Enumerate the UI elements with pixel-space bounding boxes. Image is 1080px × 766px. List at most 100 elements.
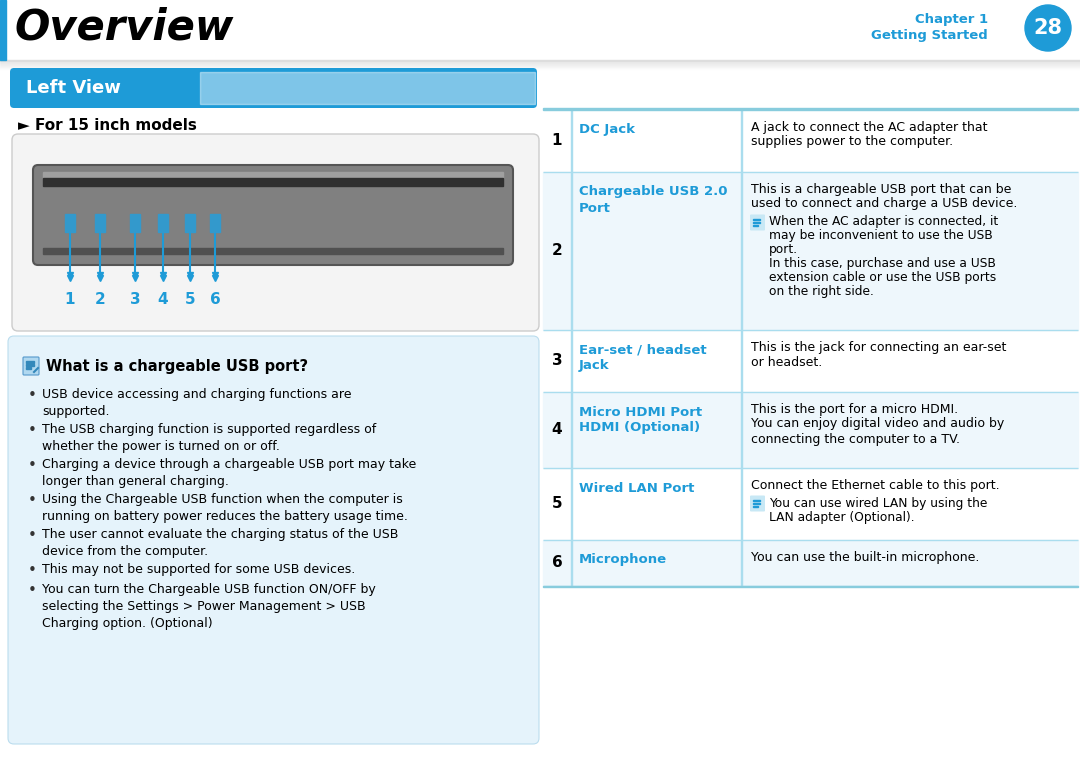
Text: Microphone: Microphone	[579, 554, 667, 567]
Text: HDMI (Optional): HDMI (Optional)	[579, 421, 700, 434]
Text: This is the jack for connecting an ear-set: This is the jack for connecting an ear-s…	[751, 341, 1007, 353]
Text: •: •	[28, 423, 37, 438]
Bar	[543, 585, 1078, 587]
Text: •: •	[28, 563, 37, 578]
FancyBboxPatch shape	[10, 68, 537, 108]
Bar	[210, 214, 220, 232]
Text: Chapter 1: Chapter 1	[915, 14, 988, 27]
FancyBboxPatch shape	[750, 214, 765, 231]
Text: A jack to connect the AC adapter that: A jack to connect the AC adapter that	[751, 120, 987, 133]
Text: •: •	[28, 458, 37, 473]
Bar	[200, 72, 535, 104]
Bar	[0, 60, 1080, 61]
Bar	[0, 0, 6, 60]
Text: Ear-set / headset: Ear-set / headset	[579, 343, 706, 356]
Text: 1: 1	[552, 133, 563, 148]
Text: •: •	[28, 388, 37, 403]
Text: 2: 2	[552, 243, 563, 258]
Text: connecting the computer to a TV.: connecting the computer to a TV.	[751, 433, 960, 446]
Text: Chargeable USB 2.0: Chargeable USB 2.0	[579, 185, 728, 198]
Bar	[753, 499, 760, 501]
Bar	[753, 224, 758, 226]
Bar	[543, 539, 1078, 585]
Bar	[0, 65, 1080, 66]
Text: LAN adapter (Optional).: LAN adapter (Optional).	[769, 510, 915, 523]
Text: •: •	[28, 583, 37, 598]
Bar	[0, 67, 1080, 68]
Text: 3: 3	[130, 292, 140, 307]
Circle shape	[1025, 5, 1071, 51]
Bar	[130, 214, 140, 232]
Bar	[543, 391, 1078, 392]
Text: This is the port for a micro HDMI.: This is the port for a micro HDMI.	[751, 402, 958, 415]
Text: may be inconvenient to use the USB: may be inconvenient to use the USB	[769, 230, 993, 243]
Bar	[0, 63, 1080, 64]
Bar	[543, 539, 1078, 540]
Text: •: •	[28, 493, 37, 508]
Text: Left View: Left View	[26, 79, 121, 97]
Bar	[0, 62, 1080, 63]
Bar	[543, 585, 1078, 586]
Bar	[543, 391, 1078, 467]
Text: Jack: Jack	[579, 359, 609, 372]
Bar	[95, 214, 105, 232]
Bar	[185, 214, 195, 232]
FancyBboxPatch shape	[750, 496, 765, 512]
Text: The user cannot evaluate the charging status of the USB
device from the computer: The user cannot evaluate the charging st…	[42, 528, 399, 558]
Text: ► For 15 inch models: ► For 15 inch models	[18, 118, 197, 133]
Bar	[753, 502, 760, 504]
FancyBboxPatch shape	[12, 134, 539, 331]
Text: on the right side.: on the right side.	[769, 286, 874, 299]
FancyBboxPatch shape	[33, 165, 513, 265]
Text: •: •	[28, 528, 37, 543]
Text: extension cable or use the USB ports: extension cable or use the USB ports	[769, 271, 996, 284]
Text: supplies power to the computer.: supplies power to the computer.	[751, 136, 954, 149]
Bar	[753, 221, 760, 223]
Text: 4: 4	[158, 292, 168, 307]
Text: This is a chargeable USB port that can be: This is a chargeable USB port that can b…	[751, 182, 1011, 195]
Text: Using the Chargeable USB function when the computer is
running on battery power : Using the Chargeable USB function when t…	[42, 493, 408, 523]
Bar	[26, 361, 33, 362]
Bar	[0, 68, 1080, 69]
Text: You can use the built-in microphone.: You can use the built-in microphone.	[751, 551, 980, 564]
Text: 1: 1	[65, 292, 76, 307]
Text: 6: 6	[552, 555, 563, 570]
Text: 5: 5	[552, 496, 563, 511]
Bar	[43, 178, 503, 186]
Text: The USB charging function is supported regardless of
whether the power is turned: The USB charging function is supported r…	[42, 423, 376, 453]
Text: Getting Started: Getting Started	[872, 30, 988, 42]
Text: 4: 4	[552, 422, 563, 437]
Bar	[0, 64, 1080, 65]
Text: What is a chargeable USB port?: What is a chargeable USB port?	[46, 358, 308, 374]
Text: Wired LAN Port: Wired LAN Port	[579, 482, 694, 495]
Bar	[0, 61, 1080, 62]
Text: This may not be supported for some USB devices.: This may not be supported for some USB d…	[42, 563, 355, 576]
Bar	[543, 108, 1078, 110]
Text: 2: 2	[95, 292, 106, 307]
Text: 5: 5	[185, 292, 195, 307]
Text: or headset.: or headset.	[751, 355, 822, 368]
FancyBboxPatch shape	[8, 336, 539, 744]
Bar	[543, 467, 1078, 468]
Text: You can use wired LAN by using the: You can use wired LAN by using the	[769, 496, 987, 509]
Bar	[543, 172, 1078, 329]
Bar	[65, 214, 75, 232]
Text: used to connect and charge a USB device.: used to connect and charge a USB device.	[751, 198, 1017, 211]
Bar	[0, 66, 1080, 67]
Text: Port: Port	[579, 201, 611, 214]
Text: You can enjoy digital video and audio by: You can enjoy digital video and audio by	[751, 417, 1004, 430]
Text: Charging a device through a chargeable USB port may take
longer than general cha: Charging a device through a chargeable U…	[42, 458, 416, 488]
Bar	[753, 218, 760, 220]
Text: 28: 28	[1034, 18, 1063, 38]
Text: When the AC adapter is connected, it: When the AC adapter is connected, it	[769, 215, 998, 228]
Text: 6: 6	[210, 292, 220, 307]
Text: DC Jack: DC Jack	[579, 123, 635, 136]
FancyBboxPatch shape	[23, 357, 39, 375]
Bar	[43, 172, 503, 178]
Text: You can turn the Chargeable USB function ON/OFF by
selecting the Settings > Powe: You can turn the Chargeable USB function…	[42, 583, 376, 630]
Bar	[543, 329, 1078, 330]
Bar	[26, 364, 33, 365]
Bar	[43, 248, 503, 254]
Text: port.: port.	[769, 244, 798, 257]
Text: 3: 3	[552, 353, 563, 368]
